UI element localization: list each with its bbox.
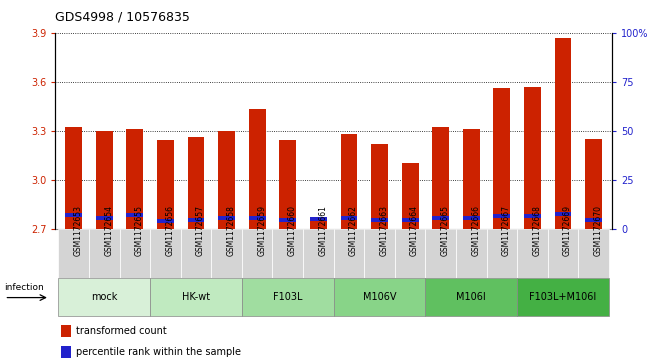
Text: GDS4998 / 10576835: GDS4998 / 10576835 <box>55 11 190 24</box>
Bar <box>242 278 333 315</box>
Text: GSM1172653: GSM1172653 <box>74 205 83 256</box>
Bar <box>181 229 212 278</box>
Bar <box>89 229 120 278</box>
Bar <box>432 216 449 220</box>
Bar <box>371 218 388 222</box>
Text: GSM1172660: GSM1172660 <box>288 205 297 256</box>
Bar <box>249 216 266 220</box>
Bar <box>425 278 517 315</box>
Bar <box>65 213 82 217</box>
Text: GSM1172656: GSM1172656 <box>165 205 174 256</box>
Text: GSM1172664: GSM1172664 <box>410 205 419 256</box>
Bar <box>310 221 327 229</box>
Bar <box>333 278 425 315</box>
Bar <box>517 278 609 315</box>
Bar <box>425 229 456 278</box>
Text: GSM1172663: GSM1172663 <box>380 205 389 256</box>
Bar <box>585 218 602 222</box>
Bar <box>61 346 71 358</box>
Bar <box>150 229 181 278</box>
Bar <box>157 140 174 229</box>
Bar <box>493 214 510 218</box>
Bar <box>126 213 143 217</box>
Bar <box>456 229 486 278</box>
Text: HK-wt: HK-wt <box>182 292 210 302</box>
Bar <box>59 278 150 315</box>
Bar <box>340 134 357 229</box>
Bar <box>279 218 296 222</box>
Bar <box>96 216 113 220</box>
Bar <box>395 229 425 278</box>
Bar <box>303 229 333 278</box>
Bar <box>187 137 204 229</box>
Bar <box>585 139 602 229</box>
Text: transformed count: transformed count <box>76 326 167 336</box>
Bar <box>65 127 82 229</box>
Bar <box>120 229 150 278</box>
Text: GSM1172662: GSM1172662 <box>349 205 358 256</box>
Bar <box>493 88 510 229</box>
Bar <box>463 129 480 229</box>
Bar <box>61 325 71 337</box>
Bar <box>59 229 89 278</box>
Text: GSM1172666: GSM1172666 <box>471 205 480 256</box>
Text: GSM1172670: GSM1172670 <box>594 205 603 256</box>
Bar <box>279 140 296 229</box>
Bar <box>340 216 357 220</box>
Bar <box>555 212 572 216</box>
Bar <box>96 131 113 229</box>
Bar <box>524 214 541 218</box>
Bar <box>524 87 541 229</box>
Text: GSM1172658: GSM1172658 <box>227 205 236 256</box>
Bar <box>310 217 327 221</box>
Bar <box>432 127 449 229</box>
Bar <box>242 229 273 278</box>
Bar <box>578 229 609 278</box>
Bar <box>486 229 517 278</box>
Bar <box>273 229 303 278</box>
Bar <box>249 110 266 229</box>
Bar <box>218 131 235 229</box>
Text: GSM1172657: GSM1172657 <box>196 205 205 256</box>
Text: GSM1172661: GSM1172661 <box>318 205 327 256</box>
Text: F103L+M106I: F103L+M106I <box>529 292 596 302</box>
Text: M106I: M106I <box>456 292 486 302</box>
Bar <box>517 229 547 278</box>
Bar <box>150 278 242 315</box>
Bar <box>402 163 419 229</box>
Bar <box>555 37 572 229</box>
Bar <box>547 229 578 278</box>
Bar <box>463 216 480 220</box>
Text: GSM1172655: GSM1172655 <box>135 205 144 256</box>
Bar <box>212 229 242 278</box>
Bar <box>218 216 235 220</box>
Text: GSM1172668: GSM1172668 <box>533 205 542 256</box>
Text: M106V: M106V <box>363 292 396 302</box>
Text: infection: infection <box>5 283 44 292</box>
Bar <box>402 218 419 222</box>
Text: GSM1172667: GSM1172667 <box>502 205 511 256</box>
Bar <box>364 229 395 278</box>
Bar <box>333 229 364 278</box>
Text: GSM1172654: GSM1172654 <box>104 205 113 256</box>
Text: percentile rank within the sample: percentile rank within the sample <box>76 347 242 357</box>
Text: F103L: F103L <box>273 292 303 302</box>
Text: mock: mock <box>91 292 117 302</box>
Text: GSM1172669: GSM1172669 <box>563 205 572 256</box>
Bar <box>157 219 174 223</box>
Bar <box>371 144 388 229</box>
Text: GSM1172659: GSM1172659 <box>257 205 266 256</box>
Text: GSM1172665: GSM1172665 <box>441 205 450 256</box>
Bar <box>126 129 143 229</box>
Bar <box>187 218 204 222</box>
